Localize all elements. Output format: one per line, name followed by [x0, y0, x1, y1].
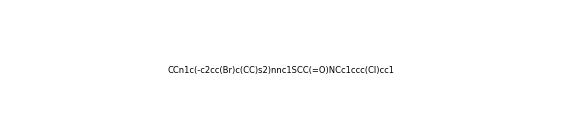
Text: CCn1c(-c2cc(Br)c(CC)s2)nnc1SCC(=O)NCc1ccc(Cl)cc1: CCn1c(-c2cc(Br)c(CC)s2)nnc1SCC(=O)NCc1cc… — [167, 66, 395, 74]
